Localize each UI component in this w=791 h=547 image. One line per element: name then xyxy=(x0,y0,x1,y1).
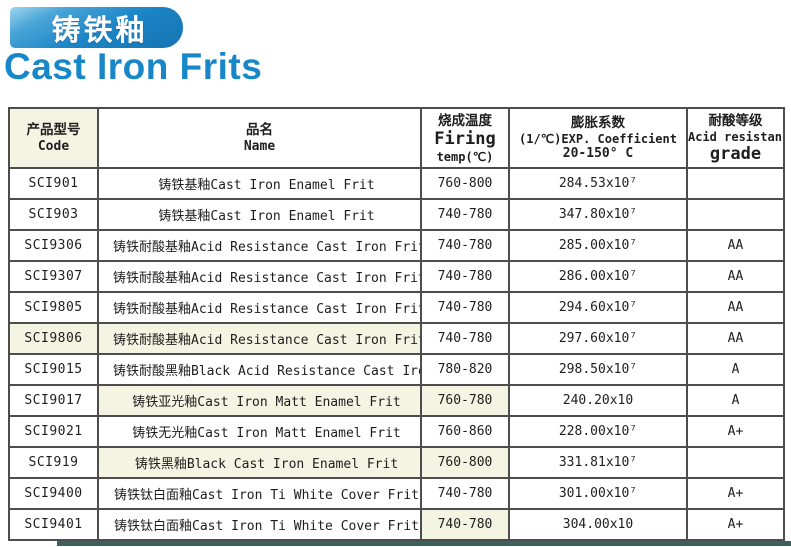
header-exp-coefficient: 膨胀系数 (1/℃)EXP. Coefficient 20-150° C xyxy=(508,107,688,169)
cell-code: SCI9017 xyxy=(8,384,99,417)
header-coeff-zh: 膨胀系数 xyxy=(571,114,625,130)
table-row: SCI9306 铸铁耐酸基釉Acid Resistance Cast Iron … xyxy=(8,229,785,262)
cell-firing-temp: 760-780 xyxy=(420,384,510,417)
table-row: SCI9806 铸铁耐酸基釉Acid Resistance Cast Iron … xyxy=(8,322,785,355)
cell-grade: A+ xyxy=(686,477,785,510)
cell-coefficient: 347.80x10⁷ xyxy=(508,198,688,231)
header-grade-en: Acid resistance xyxy=(688,130,782,145)
cell-coefficient: 228.00x10⁷ xyxy=(508,415,688,448)
table-row: SCI9400 铸铁钛白面釉Cast Iron Ti White Cover F… xyxy=(8,477,785,510)
table-row: SCI9021 铸铁无光釉Cast Iron Matt Enamel Frit … xyxy=(8,415,785,448)
cell-code: SCI9307 xyxy=(8,260,99,293)
cell-coefficient: 298.50x10⁷ xyxy=(508,353,688,386)
table-row: SCI9805 铸铁耐酸基釉Acid Resistance Cast Iron … xyxy=(8,291,785,324)
cell-grade: A xyxy=(686,353,785,386)
header-name-zh: 品名 xyxy=(246,121,273,137)
cell-coefficient: 294.60x10⁷ xyxy=(508,291,688,324)
cell-coefficient: 285.00x10⁷ xyxy=(508,229,688,262)
cell-code: SCI901 xyxy=(8,167,99,200)
cell-code: SCI9806 xyxy=(8,322,99,355)
header-code-zh: 产品型号 xyxy=(26,121,81,137)
header-firing-en: Firing xyxy=(434,129,496,150)
cell-name: 铸铁耐酸基釉Acid Resistance Cast Iron Frit xyxy=(97,260,422,293)
cell-firing-temp: 740-780 xyxy=(420,291,510,324)
cell-firing-temp: 760-800 xyxy=(420,167,510,200)
cell-code: SCI9306 xyxy=(8,229,99,262)
table-row: SCI9017 铸铁亚光釉Cast Iron Matt Enamel Frit … xyxy=(8,384,785,417)
cell-name: 铸铁亚光釉Cast Iron Matt Enamel Frit xyxy=(97,384,422,417)
cell-firing-temp: 740-780 xyxy=(420,260,510,293)
header-grade-en2: grade xyxy=(709,143,762,164)
cell-grade xyxy=(686,167,785,200)
cell-firing-temp: 740-780 xyxy=(420,229,510,262)
table-row: SCI903 铸铁基釉Cast Iron Enamel Frit 740-780… xyxy=(8,198,785,231)
cell-grade: AA xyxy=(686,291,785,324)
cell-code: SCI9805 xyxy=(8,291,99,324)
banner-title: 铸铁釉 xyxy=(51,14,148,47)
cell-name: 铸铁耐酸黑釉Black Acid Resistance Cast Iron Fr… xyxy=(97,353,422,386)
frits-table: 产品型号 Code 品名 Name 烧成温度 Firing temp(℃) 膨胀… xyxy=(8,107,785,541)
cell-firing-temp: 740-780 xyxy=(420,508,510,541)
header-coeff-en: (1/℃)EXP. Coefficient xyxy=(519,131,677,146)
cell-code: SCI919 xyxy=(8,446,99,479)
table-row: SCI9307 铸铁耐酸基釉Acid Resistance Cast Iron … xyxy=(8,260,785,293)
cell-coefficient: 331.81x10⁷ xyxy=(508,446,688,479)
header-name: 品名 Name xyxy=(97,107,422,169)
cell-coefficient: 286.00x10⁷ xyxy=(508,260,688,293)
cell-grade: A+ xyxy=(686,508,785,541)
cell-firing-temp: 780-820 xyxy=(420,353,510,386)
table-row: SCI9015 铸铁耐酸黑釉Black Acid Resistance Cast… xyxy=(8,353,785,386)
cell-firing-temp: 740-780 xyxy=(420,322,510,355)
cell-firing-temp: 740-780 xyxy=(420,198,510,231)
cell-name: 铸铁基釉Cast Iron Enamel Frit xyxy=(97,198,422,231)
page-title: Cast Iron Frits xyxy=(4,46,263,87)
cell-name: 铸铁耐酸基釉Acid Resistance Cast Iron Frit xyxy=(97,229,422,262)
cell-code: SCI9015 xyxy=(8,353,99,386)
cell-code: SCI9021 xyxy=(8,415,99,448)
cell-name: 铸铁耐酸基釉Acid Resistance Cast Iron Frit xyxy=(97,322,422,355)
cell-code: SCI903 xyxy=(8,198,99,231)
table-row: SCI9401 铸铁钛白面釉Cast Iron Ti White Cover F… xyxy=(8,508,785,541)
header-name-en: Name xyxy=(243,138,276,154)
header-code-en: Code xyxy=(37,138,70,154)
table-row: SCI919 铸铁黑釉Black Cast Iron Enamel Frit 7… xyxy=(8,446,785,479)
cell-grade: AA xyxy=(686,322,785,355)
cell-coefficient: 240.20x10 xyxy=(508,384,688,417)
bottom-bar xyxy=(57,541,791,546)
cell-name: 铸铁基釉Cast Iron Enamel Frit xyxy=(97,167,422,200)
header-firing-unit: temp(℃) xyxy=(436,149,494,164)
cell-grade xyxy=(686,198,785,231)
header-firing-temp: 烧成温度 Firing temp(℃) xyxy=(420,107,510,169)
header-grade-zh: 耐酸等级 xyxy=(708,112,763,128)
table-row: SCI901 铸铁基釉Cast Iron Enamel Frit 760-800… xyxy=(8,167,785,200)
header-acid-grade: 耐酸等级 Acid resistance grade xyxy=(686,107,785,169)
cell-firing-temp: 760-860 xyxy=(420,415,510,448)
header-code: 产品型号 Code xyxy=(8,107,99,169)
cell-code: SCI9401 xyxy=(8,508,99,541)
cell-firing-temp: 740-780 xyxy=(420,477,510,510)
table-header-row: 产品型号 Code 品名 Name 烧成温度 Firing temp(℃) 膨胀… xyxy=(8,107,785,169)
header-coeff-range: 20-150° C xyxy=(562,146,634,162)
cell-grade xyxy=(686,446,785,479)
cell-code: SCI9400 xyxy=(8,477,99,510)
cell-name: 铸铁钛白面釉Cast Iron Ti White Cover Frit xyxy=(97,508,422,541)
cell-grade: AA xyxy=(686,260,785,293)
cell-grade: A xyxy=(686,384,785,417)
cell-grade: AA xyxy=(686,229,785,262)
header-firing-zh: 烧成温度 xyxy=(438,112,492,128)
cell-grade: A+ xyxy=(686,415,785,448)
cell-name: 铸铁无光釉Cast Iron Matt Enamel Frit xyxy=(97,415,422,448)
cell-name: 铸铁耐酸基釉Acid Resistance Cast Iron Frit xyxy=(97,291,422,324)
cell-name: 铸铁黑釉Black Cast Iron Enamel Frit xyxy=(97,446,422,479)
cell-coefficient: 301.00x10⁷ xyxy=(508,477,688,510)
cell-name: 铸铁钛白面釉Cast Iron Ti White Cover Frit xyxy=(97,477,422,510)
cell-coefficient: 284.53x10⁷ xyxy=(508,167,688,200)
cell-coefficient: 304.00x10 xyxy=(508,508,688,541)
title-banner: 铸铁釉 xyxy=(10,7,183,48)
cell-coefficient: 297.60x10⁷ xyxy=(508,322,688,355)
cell-firing-temp: 760-800 xyxy=(420,446,510,479)
